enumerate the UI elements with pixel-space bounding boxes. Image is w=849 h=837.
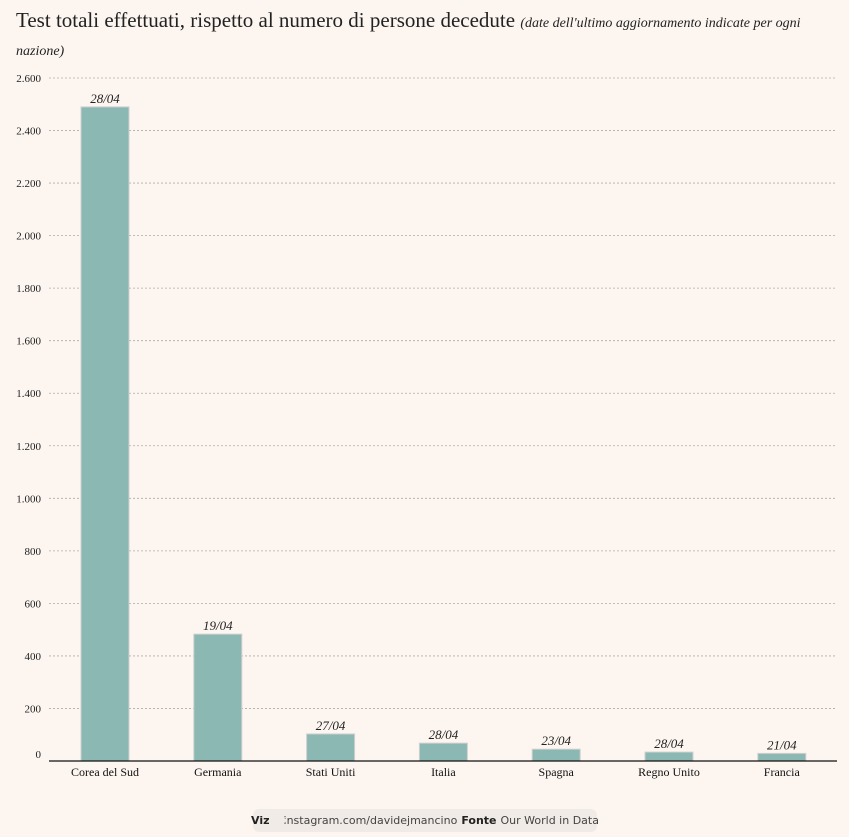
bar [644, 751, 694, 762]
chart-title-main: Test totali effettuati, rispetto al nume… [16, 8, 516, 32]
y-tick-label: 600 [25, 598, 42, 610]
data-label: 28/04 [90, 91, 120, 106]
data-label: 28/04 [654, 736, 684, 751]
data-label: 19/04 [203, 618, 233, 633]
bar [193, 633, 243, 762]
y-tick-label: 1.400 [16, 388, 41, 400]
x-tick-label: Stati Uniti [306, 765, 356, 779]
x-tick-label: Germania [194, 765, 242, 779]
data-label: 21/04 [767, 737, 797, 752]
y-tick-label: 1.600 [16, 336, 41, 348]
bar [80, 106, 130, 762]
bar [757, 752, 807, 762]
y-tick-label: 2.000 [16, 231, 41, 243]
bar [531, 748, 581, 762]
x-tick-label: Corea del Sud [71, 765, 139, 779]
x-tick-label: Regno Unito [638, 765, 700, 779]
gridlines [49, 77, 837, 709]
source-value: Our World in Data [500, 814, 599, 827]
x-axis-labels: Corea del Sud Germania Stati Uniti Italia Sp… [71, 765, 800, 779]
y-axis-ticks: 0 200 400 600 800 1.000 1.200 1.400 1.600 1.800 2.… [16, 73, 41, 761]
y-tick-label: 2.200 [16, 178, 41, 190]
x-tick-label: Italia [431, 765, 456, 779]
y-tick-label: 0 [36, 749, 42, 761]
bar [418, 742, 468, 762]
data-label: 23/04 [541, 733, 571, 748]
chart-title: Test totali effettuati, rispetto al nume… [16, 8, 836, 64]
data-label: 28/04 [429, 727, 459, 742]
y-tick-label: 1.000 [16, 493, 41, 505]
bar-chart: 0 200 400 600 800 1.000 1.200 1.400 1.600 1.800 2.… [16, 73, 837, 779]
y-tick-label: 800 [25, 546, 42, 558]
y-tick-label: 2.400 [16, 126, 41, 138]
viz-value: instagram.com/davidejmancino [283, 814, 458, 827]
data-label: 27/04 [316, 718, 346, 733]
x-tick-label: Francia [764, 765, 801, 779]
y-tick-label: 200 [25, 703, 42, 715]
x-tick-label: Spagna [539, 765, 575, 779]
source-label: Fonte [461, 814, 497, 827]
y-tick-label: 1.800 [16, 283, 41, 295]
y-tick-label: 400 [25, 651, 42, 663]
y-tick-label: 1.200 [16, 441, 41, 453]
data-labels: 28/04 19/04 27/04 28/04 23/04 28/04 21/04 [90, 91, 797, 752]
y-tick-label: 2.600 [16, 73, 41, 85]
bars [80, 106, 807, 762]
chart-subtitle: (date dell'ultimo aggiornamento indicate… [16, 16, 801, 59]
viz-label: Viz [251, 814, 270, 827]
bar [306, 733, 356, 762]
footer-credits: Viz instagram.com/davidejmancino Fonte O… [251, 809, 599, 832]
